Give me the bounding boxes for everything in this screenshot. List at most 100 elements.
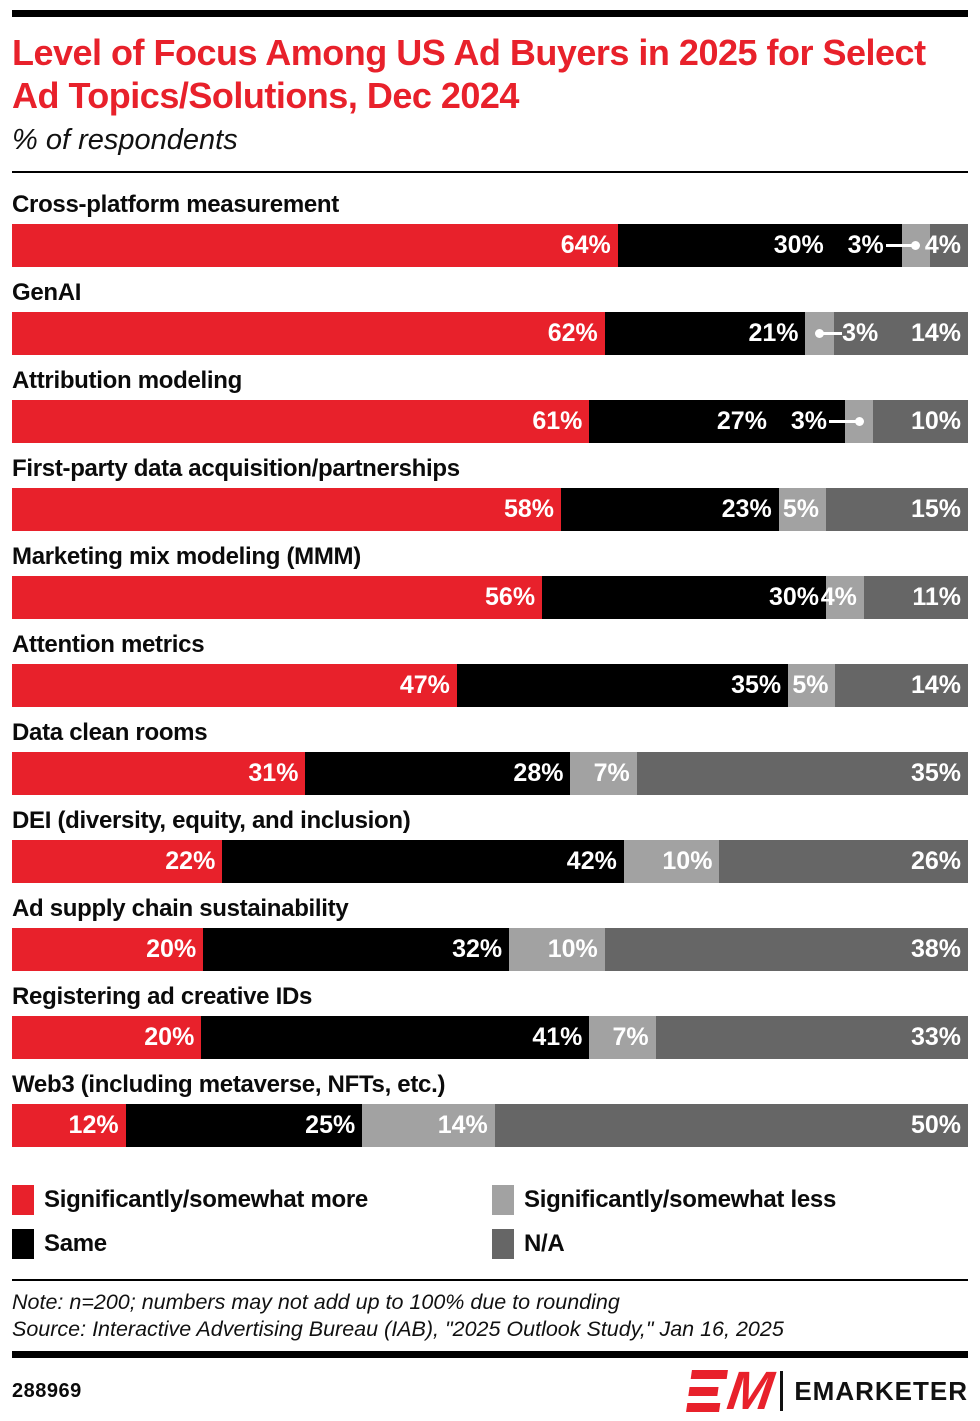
value-label: 20% [144,1023,195,1051]
stacked-bar: 61% 27% 3% 10% [12,400,968,443]
source-text: Source: Interactive Advertising Bureau (… [12,1317,784,1341]
chart-row: GenAI 62% 21% 3% 14% [12,279,969,355]
bar-segment-black [456,664,789,707]
value-label: 50% [910,1111,961,1139]
value-label: 7% [612,1023,649,1051]
value-label: 33% [910,1023,961,1051]
category-label: Web3 (including metaverse, NFTs, etc.) [12,1071,446,1098]
bar-segment-dark_gray [655,1016,968,1059]
bar-segment-black [305,752,571,795]
value-label: 23% [721,495,772,523]
leader-dot [854,417,864,426]
bar-segment-light_gray [826,576,864,619]
bar-segment-dark_gray [835,664,968,707]
chart-row: DEI (diversity, equity, and inclusion) 22… [12,807,968,883]
bar-segment-red [12,928,204,971]
bar-segment-dark_gray [930,224,968,267]
bar-segment-dark_gray [636,752,968,795]
category-label: DEI (diversity, equity, and inclusion) [12,807,411,834]
brand-lockup: M EMARKETER [686,1361,968,1421]
value-label: 14% [910,319,961,347]
bar-segment-light_gray [570,752,637,795]
value-label: 26% [910,847,961,875]
value-label: 61% [532,407,583,435]
value-label: 62% [547,319,598,347]
bar-segment-light_gray [362,1104,495,1147]
top-rule [12,10,968,17]
bar-segment-red [12,752,306,795]
value-label: 35% [731,671,782,699]
value-label: 56% [485,583,536,611]
chart-row: Registering ad creative IDs 20% 41% 7% 33% [12,983,968,1059]
bar-segment-black [617,224,902,267]
stacked-bar: 31% 28% 7% 35% [12,752,968,795]
value-label: 5% [782,495,820,523]
category-label: First-party data acquisition/partnership… [12,455,460,482]
value-label: 42% [566,847,617,875]
bar-segment-dark_gray [863,576,968,619]
bar-segment-red [12,1104,126,1147]
bar-segment-black [203,928,510,971]
legend-swatch-same [12,1229,34,1259]
stacked-bar: 62% 21% 3% 14% [12,312,969,355]
category-label: Cross-platform measurement [12,191,339,218]
bar-segment-red [12,312,605,355]
category-label: Ad supply chain sustainability [12,895,349,922]
value-label: 11% [912,583,961,611]
bar-segment-dark_gray [873,400,968,443]
value-label: 30% [773,231,824,259]
legend-label: N/A [524,1230,565,1257]
emarketer-logo-icon: M [686,1361,776,1421]
value-label: 4% [820,583,857,611]
category-label: GenAI [12,279,82,306]
category-label: Data clean rooms [12,719,208,746]
bar-segment-red [12,576,543,619]
stacked-bar: 56% 30% 4% 11% [12,576,968,619]
chart-subtitle: % of respondents [12,124,238,156]
logo-e-bars [686,1370,729,1412]
category-label: Attention metrics [12,631,205,658]
legend: Significantly/somewhat more Significantl… [12,1185,968,1259]
bar-segment-dark_gray [834,312,969,355]
chart-row: First-party data acquisition/partnership… [12,455,968,531]
value-label: 10% [547,935,598,963]
legend-label: Significantly/somewhat more [44,1186,368,1213]
notes-divider [12,1279,968,1281]
stacked-bar: 58% 23% 5% 15% [12,488,968,531]
value-label: 21% [748,319,799,347]
value-label: 5% [792,671,829,699]
bar-segment-light_gray [589,1016,656,1059]
value-label: 35% [910,759,961,787]
category-label: Marketing mix modeling (MMM) [12,543,361,570]
footer: 288969 M EMARKETER [12,1361,968,1421]
value-label: 10% [910,407,961,435]
stacked-bar: 22% 42% 10% 26% [12,840,968,883]
note-text: Note: n=200; numbers may not add up to 1… [12,1290,620,1314]
value-label: 15% [910,495,961,523]
value-label: 3% [790,407,827,435]
legend-swatch-more [12,1185,34,1215]
value-label: 25% [305,1111,356,1139]
legend-swatch-less [492,1185,514,1215]
value-label: 32% [452,935,503,963]
bar-segment-black [125,1104,363,1147]
chart-title: Level of Focus Among US Ad Buyers in 202… [12,32,926,116]
leader-line [885,244,916,247]
bar-segment-black [222,840,624,883]
value-label: 10% [662,847,713,875]
value-label: 14% [910,671,961,699]
bar-segment-light_gray [623,840,720,883]
bar-segment-black [560,488,779,531]
header-divider [12,171,968,173]
bar-segment-red [12,400,590,443]
brand-divider [780,1371,784,1411]
stacked-bar: 20% 32% 10% 38% [12,928,968,971]
value-label: 28% [513,759,564,787]
legend-item-same: Same [12,1229,492,1259]
bar-segment-red [12,664,457,707]
bar-segment-red [12,224,618,267]
stacked-bar: 47% 35% 5% 14% [12,664,968,707]
bar-segment-red [12,1016,202,1059]
legend-item-more: Significantly/somewhat more [12,1185,492,1215]
